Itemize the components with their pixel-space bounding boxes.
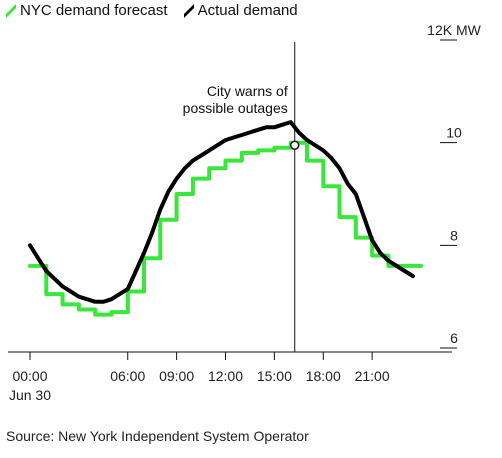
x-tick-label-4: 15:00: [257, 368, 292, 384]
legend-label-forecast: NYC demand forecast: [20, 2, 168, 19]
x-tick-label-1: 06:00: [110, 368, 145, 384]
legend-item-actual: Actual demand: [183, 2, 298, 19]
source-note: Source: New York Independent System Oper…: [6, 428, 309, 444]
y-tick-label-1: 10: [446, 125, 462, 141]
legend: NYC demand forecast Actual demand: [6, 2, 314, 19]
y-tick-label-0: 12K MW: [427, 22, 481, 38]
annotation-text-0: City warns of: [207, 83, 288, 99]
x-tick-label-2: 09:00: [159, 368, 194, 384]
annotation-marker: [289, 140, 300, 150]
legend-item-forecast: NYC demand forecast: [6, 2, 168, 19]
series-line-actual: [28, 120, 415, 304]
x-tick-label-6: 21:00: [355, 368, 390, 384]
y-tick-label-3: 6: [450, 330, 458, 346]
x-tick-label-3: 12:00: [208, 368, 243, 384]
x-tick-sublabel-0: Jun 30: [9, 387, 51, 403]
legend-label-actual: Actual demand: [197, 2, 298, 19]
annotation-text-1: possible outages: [183, 100, 288, 116]
x-tick-label-5: 18:00: [306, 368, 341, 384]
y-tick-label-2: 8: [450, 227, 458, 243]
x-tick-label-0: 00:00: [12, 368, 47, 384]
series-line-forecast: [28, 140, 423, 317]
